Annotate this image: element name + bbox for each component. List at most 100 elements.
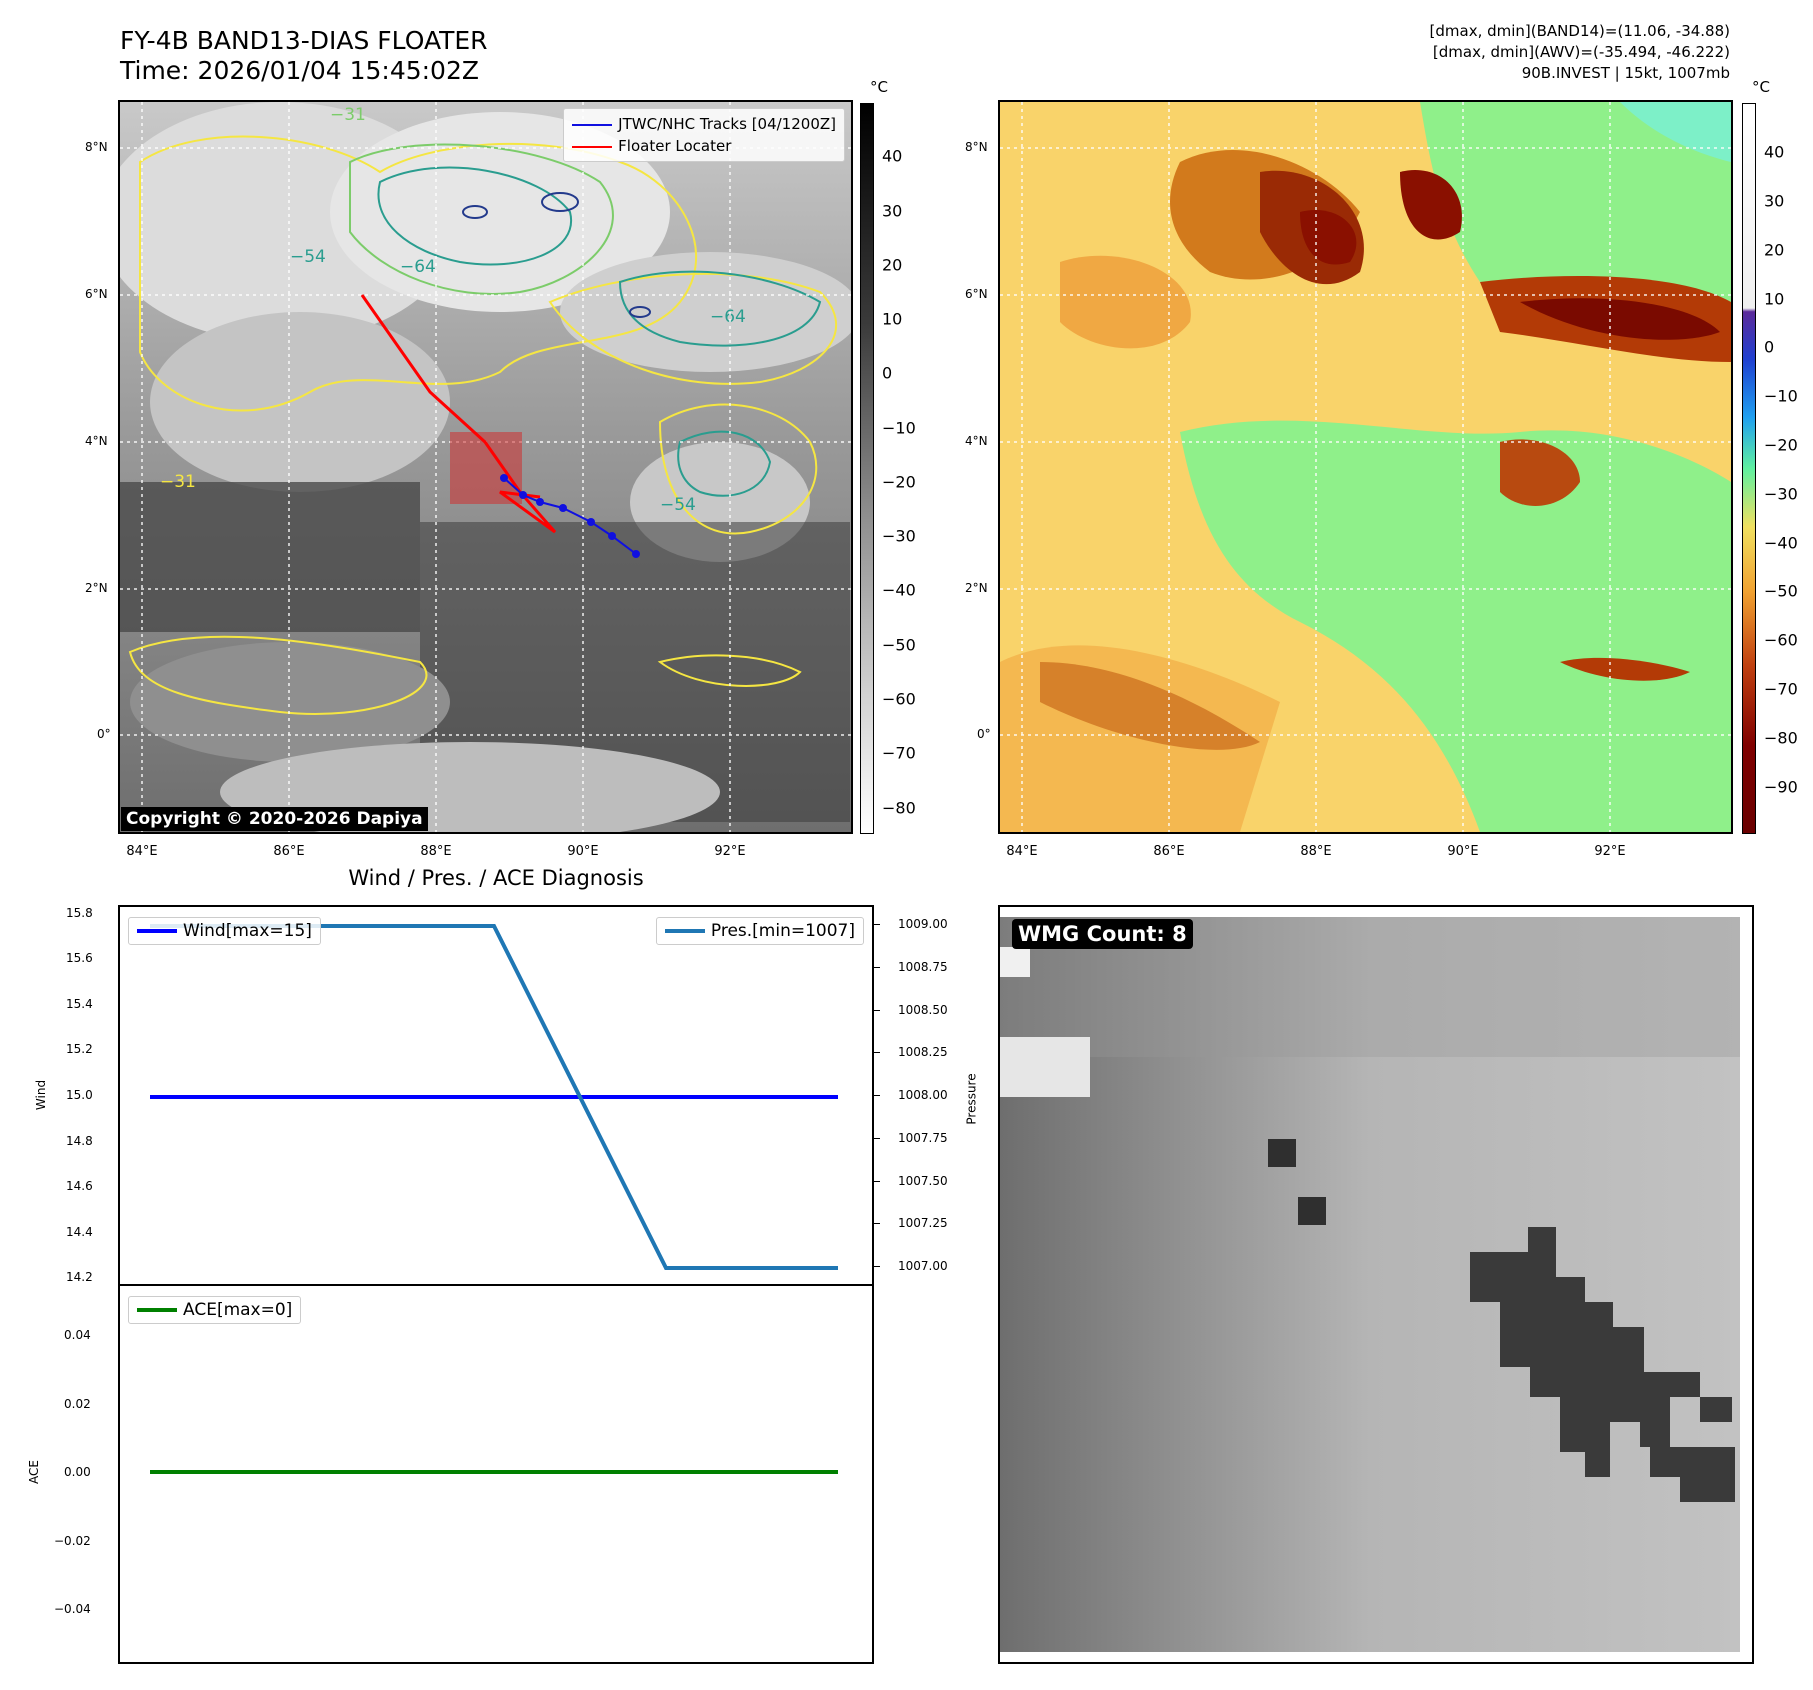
ace-legend-swatch — [137, 1308, 177, 1312]
info-band14: [dmax, dmin](BAND14)=(11.06, -34.88) — [1429, 22, 1730, 40]
wind-tick: 15.0 — [66, 1088, 93, 1102]
track-legend-label: JTWC/NHC Tracks [04/1200Z] — [618, 115, 836, 133]
lon-tick: 90°E — [1447, 844, 1479, 859]
wind-pressure-plot: Wind[max=15] Pres.[min=1007] — [118, 905, 874, 1286]
wind-tick: 15.6 — [66, 951, 93, 965]
ace-legend: ACE[max=0] — [128, 1296, 302, 1324]
pressure-tickmark — [874, 1223, 880, 1224]
lat-tick: 8°N — [85, 140, 108, 154]
lon-tick: 88°E — [1300, 844, 1332, 859]
locater-legend-swatch — [572, 145, 613, 148]
ace-tick: 0.04 — [64, 1328, 91, 1342]
colorbar-left-unit: °C — [870, 78, 888, 96]
pressure-tick: 1007.00 — [898, 1259, 948, 1273]
lat-tick: 0° — [977, 727, 991, 741]
colorbar-left-tick: −60 — [882, 689, 916, 709]
lon-tick: 86°E — [1153, 844, 1185, 859]
ace-tick: 0.00 — [64, 1465, 91, 1479]
colorbar-right-tick: −20 — [1764, 435, 1798, 455]
colorbar-left-tick: 20 — [882, 255, 903, 275]
pressure-tick: 1008.25 — [898, 1045, 948, 1059]
lon-tick: 92°E — [714, 844, 746, 859]
contour-label: −54 — [290, 247, 326, 267]
wind-tick: 15.2 — [66, 1042, 93, 1056]
pressure-tick: 1007.75 — [898, 1131, 948, 1145]
lat-tick: 6°N — [85, 287, 108, 301]
ace-plot: ACE[max=0] — [118, 1284, 874, 1664]
colorbar-right-tick: −30 — [1764, 484, 1798, 504]
track-legend-swatch — [572, 123, 613, 126]
wind-legend-label: Wind[max=15] — [183, 921, 312, 941]
ace-tick: −0.02 — [54, 1534, 91, 1548]
colorbar-left-tick: −80 — [882, 798, 916, 818]
contour-label: −54 — [660, 495, 696, 515]
wmg-image — [1000, 917, 1740, 1652]
wmg-panel: WMG Count: 8 — [998, 905, 1754, 1664]
pressure-tick: 1009.00 — [898, 917, 948, 931]
copyright-label: Copyright © 2020-2026 Dapiya — [121, 807, 428, 831]
pressure-tickmark — [874, 967, 880, 968]
contour-label: −31 — [160, 472, 196, 492]
colorbar-left-tick: 30 — [882, 201, 903, 221]
jtwc-track-points — [500, 474, 640, 558]
wind-tick: 15.8 — [66, 906, 93, 920]
pressure-tickmark — [874, 1052, 880, 1053]
contour-label: −31 — [330, 105, 366, 125]
wmg-count-badge: WMG Count: 8 — [1012, 919, 1193, 949]
pressure-tick: 1008.75 — [898, 960, 948, 974]
wind-axis-label: Wind — [34, 1079, 49, 1111]
map-legend: JTWC/NHC Tracks [04/1200Z] Floater Locat… — [563, 108, 845, 162]
colorbar-right-tick: −70 — [1764, 679, 1798, 699]
contour-label: −64 — [400, 257, 436, 277]
colorbar-right-tick: −50 — [1764, 581, 1798, 601]
pressure-tickmark — [874, 1181, 880, 1182]
awv-map — [998, 100, 1733, 834]
info-awv: [dmax, dmin](AWV)=(-35.494, -46.222) — [1432, 43, 1730, 61]
colorbar-right-tick: 0 — [1764, 337, 1775, 357]
pressure-legend: Pres.[min=1007] — [655, 917, 864, 945]
colorbar-right-tick: 20 — [1764, 240, 1785, 260]
lat-tick: 2°N — [965, 581, 988, 595]
colorbar-right-tick: −60 — [1764, 630, 1798, 650]
awv-image — [1000, 102, 1731, 832]
wind-tick: 14.6 — [66, 1179, 93, 1193]
colorbar-left-tick: 0 — [882, 363, 893, 383]
lon-tick: 84°E — [1006, 844, 1038, 859]
colorbar-right-tick: −90 — [1764, 777, 1798, 797]
pressure-tick: 1007.50 — [898, 1174, 948, 1188]
lon-tick: 84°E — [126, 844, 158, 859]
info-storm: 90B.INVEST | 15kt, 1007mb — [1521, 64, 1730, 82]
wind-tick: 14.8 — [66, 1134, 93, 1148]
lon-tick: 90°E — [567, 844, 599, 859]
wind-tick: 14.4 — [66, 1225, 93, 1239]
ir-satellite-map: −31 −31 −54 −54 −64 −64 JTWC/NHC Tracks … — [118, 100, 853, 834]
lat-tick: 4°N — [85, 434, 108, 448]
diagnosis-title: Wind / Pres. / ACE Diagnosis — [348, 866, 644, 890]
colorbar-right-tick: −40 — [1764, 533, 1798, 553]
pressure-tickmark — [874, 1010, 880, 1011]
chart-title: FY-4B BAND13-DIAS FLOATER — [120, 26, 488, 55]
ace-tick: −0.04 — [54, 1602, 91, 1616]
colorbar-right-tick: −80 — [1764, 728, 1798, 748]
wind-legend: Wind[max=15] — [128, 917, 321, 945]
wind-tick: 14.2 — [66, 1270, 93, 1284]
pressure-tickmark — [874, 1095, 880, 1096]
pressure-tickmark — [874, 924, 880, 925]
pressure-tick: 1007.25 — [898, 1216, 948, 1230]
lon-tick: 86°E — [273, 844, 305, 859]
lat-tick: 0° — [97, 727, 111, 741]
ace-svg — [150, 1470, 838, 1474]
colorbar-right-tick: 40 — [1764, 142, 1785, 162]
ir-satellite-image: −31 −31 −54 −54 −64 −64 — [120, 102, 851, 832]
wind-tick: 15.4 — [66, 997, 93, 1011]
colorbar-left-tick: −30 — [882, 526, 916, 546]
wind-legend-swatch — [137, 929, 177, 933]
colorbar-left-tick: 10 — [882, 309, 903, 329]
pressure-tick: 1008.50 — [898, 1003, 948, 1017]
colorbar-left-tick: −40 — [882, 580, 916, 600]
ace-axis-label: ACE — [26, 1460, 41, 1484]
pressure-tick: 1008.00 — [898, 1088, 948, 1102]
lon-tick: 92°E — [1594, 844, 1626, 859]
locater-legend-label: Floater Locater — [618, 137, 732, 155]
chart-timestamp: Time: 2026/01/04 15:45:02Z — [120, 56, 479, 85]
